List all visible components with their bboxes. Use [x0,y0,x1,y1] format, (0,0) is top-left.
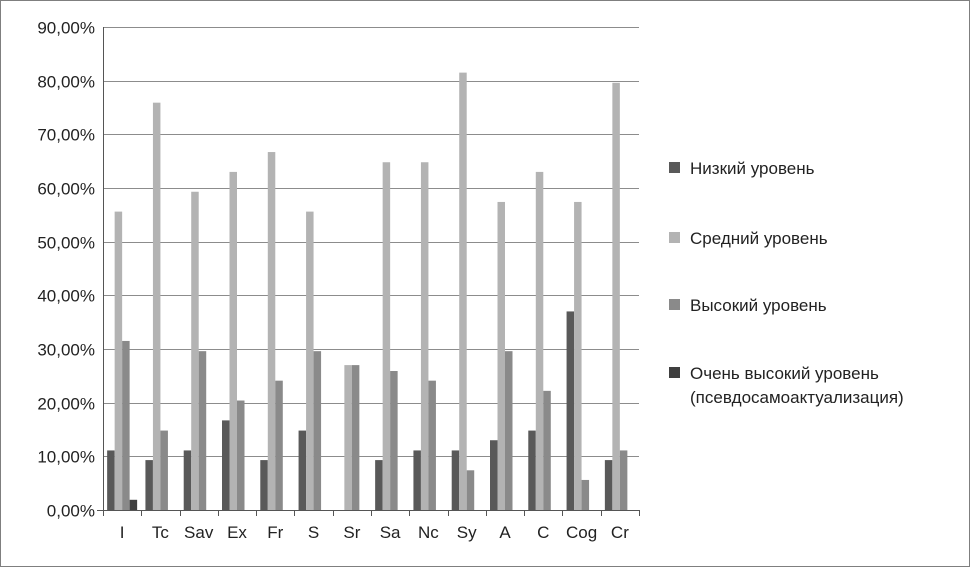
legend-label-line2: (псевдосамоактуализация) [690,388,904,407]
legend-swatch [669,367,680,378]
bar [107,450,115,510]
bar [160,430,168,510]
bar [222,420,230,510]
bar [581,479,590,510]
y-tick-label: 80,00% [37,73,95,92]
legend-label: Высокий уровень [690,296,827,315]
bar [566,311,575,510]
x-tick-label: Ex [227,523,247,542]
bar [505,351,513,510]
bar [413,450,421,510]
x-tick-label: Cog [566,523,597,542]
bar [298,430,307,510]
x-tick-label: Nc [418,523,439,542]
y-tick-label: 70,00% [37,126,95,145]
bar [183,450,192,510]
bar [619,450,628,510]
x-tick-label: Fr [267,523,283,542]
bar [229,171,237,510]
bar [428,380,436,510]
bar [267,152,276,511]
x-tick-label: Sy [457,523,477,542]
bar [604,460,613,510]
legend-label: Средний уровень [690,229,828,248]
bar [382,162,391,511]
bar [390,371,398,510]
y-tick-label: 60,00% [37,180,95,199]
x-tick-label: I [120,523,125,542]
y-tick-label: 0,00% [47,502,95,521]
legend-swatch [669,299,680,310]
bar [375,460,383,510]
bar [344,365,352,510]
bar [351,365,360,510]
x-tick-label: Cr [611,523,629,542]
x-tick-label: C [537,523,549,542]
x-tick-label: Tc [152,523,170,542]
x-tick-label: A [499,523,511,542]
bar [306,211,314,511]
y-tick-label: 40,00% [37,287,95,306]
bar [191,191,199,510]
bar [237,400,245,510]
bar [451,450,460,510]
bar [612,82,620,510]
bar [543,390,551,510]
bar [275,380,283,510]
legend-swatch [669,162,680,173]
x-tick-label: Sa [380,523,401,542]
legend-label: Очень высокий уровень [690,364,879,383]
bar [198,351,207,510]
bar [145,460,153,510]
x-tick-label: Sav [184,523,214,542]
y-tick-label: 50,00% [37,234,95,253]
bar [420,162,429,511]
legend-swatch [669,232,680,243]
x-tick-label: Sr [343,523,360,542]
bar [466,470,475,510]
y-tick-label: 30,00% [37,341,95,360]
bar [114,211,123,511]
bar [313,351,322,510]
y-tick-label: 10,00% [37,448,95,467]
bar [574,201,582,510]
bar [122,340,130,510]
bar [129,499,138,510]
y-tick-label: 90,00% [37,19,95,38]
bar [497,201,505,510]
bar [490,440,498,510]
bar [528,430,536,510]
y-tick-label: 20,00% [37,395,95,414]
bar [152,102,161,511]
x-tick-label: S [308,523,319,542]
bar [535,171,544,510]
bar [260,460,268,510]
bar [459,72,467,511]
legend-label: Низкий уровень [690,159,815,178]
